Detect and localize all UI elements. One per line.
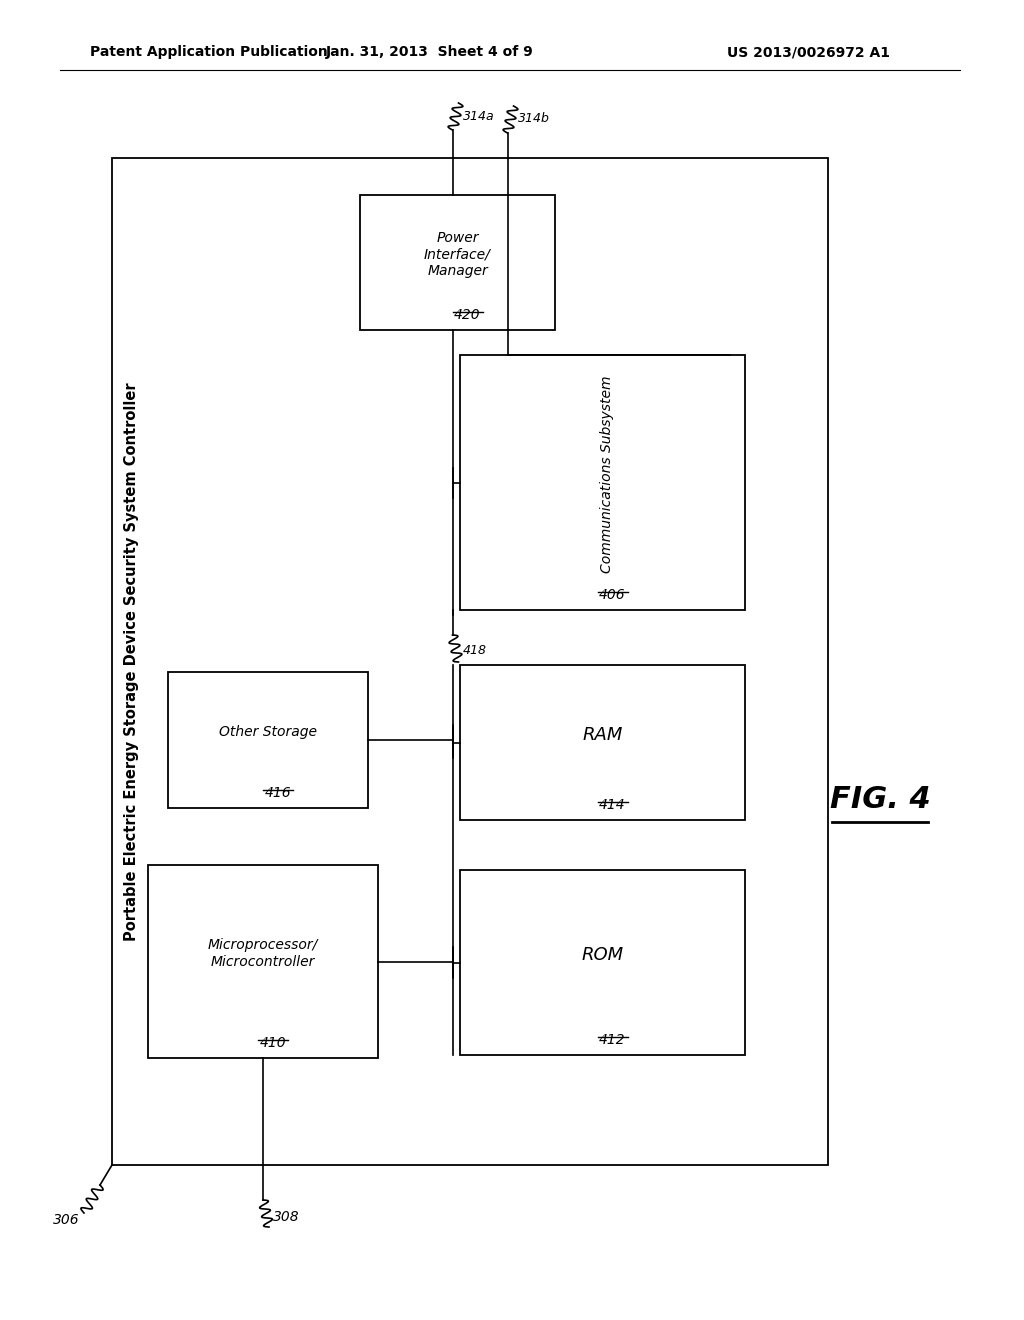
FancyBboxPatch shape: [460, 665, 745, 820]
Text: 414: 414: [599, 799, 626, 812]
Text: 306: 306: [53, 1213, 80, 1228]
FancyBboxPatch shape: [168, 672, 368, 808]
Text: 412: 412: [599, 1034, 626, 1047]
Text: Other Storage: Other Storage: [219, 725, 317, 739]
Text: 308: 308: [273, 1210, 300, 1224]
Text: Microprocessor/
Microcontroller: Microprocessor/ Microcontroller: [208, 939, 318, 969]
FancyBboxPatch shape: [360, 195, 555, 330]
Text: Patent Application Publication: Patent Application Publication: [90, 45, 328, 59]
Text: RAM: RAM: [583, 726, 623, 743]
Text: 416: 416: [264, 785, 291, 800]
Text: Portable Electric Energy Storage Device Security System Controller: Portable Electric Energy Storage Device …: [125, 383, 139, 941]
Text: 420: 420: [455, 308, 481, 322]
FancyBboxPatch shape: [460, 870, 745, 1055]
Text: 314b: 314b: [517, 111, 549, 124]
Text: Communications Subsystem: Communications Subsystem: [600, 376, 614, 573]
Text: Jan. 31, 2013  Sheet 4 of 9: Jan. 31, 2013 Sheet 4 of 9: [326, 45, 534, 59]
Text: US 2013/0026972 A1: US 2013/0026972 A1: [727, 45, 890, 59]
FancyBboxPatch shape: [460, 355, 745, 610]
FancyBboxPatch shape: [112, 158, 828, 1166]
Text: ROM: ROM: [582, 945, 624, 964]
Text: 418: 418: [463, 644, 486, 656]
Text: 314a: 314a: [463, 110, 495, 123]
Text: 410: 410: [260, 1036, 287, 1049]
Text: 406: 406: [599, 587, 626, 602]
FancyBboxPatch shape: [148, 865, 378, 1059]
Text: Power
Interface/
Manager: Power Interface/ Manager: [424, 231, 490, 277]
Text: FIG. 4: FIG. 4: [829, 785, 931, 814]
